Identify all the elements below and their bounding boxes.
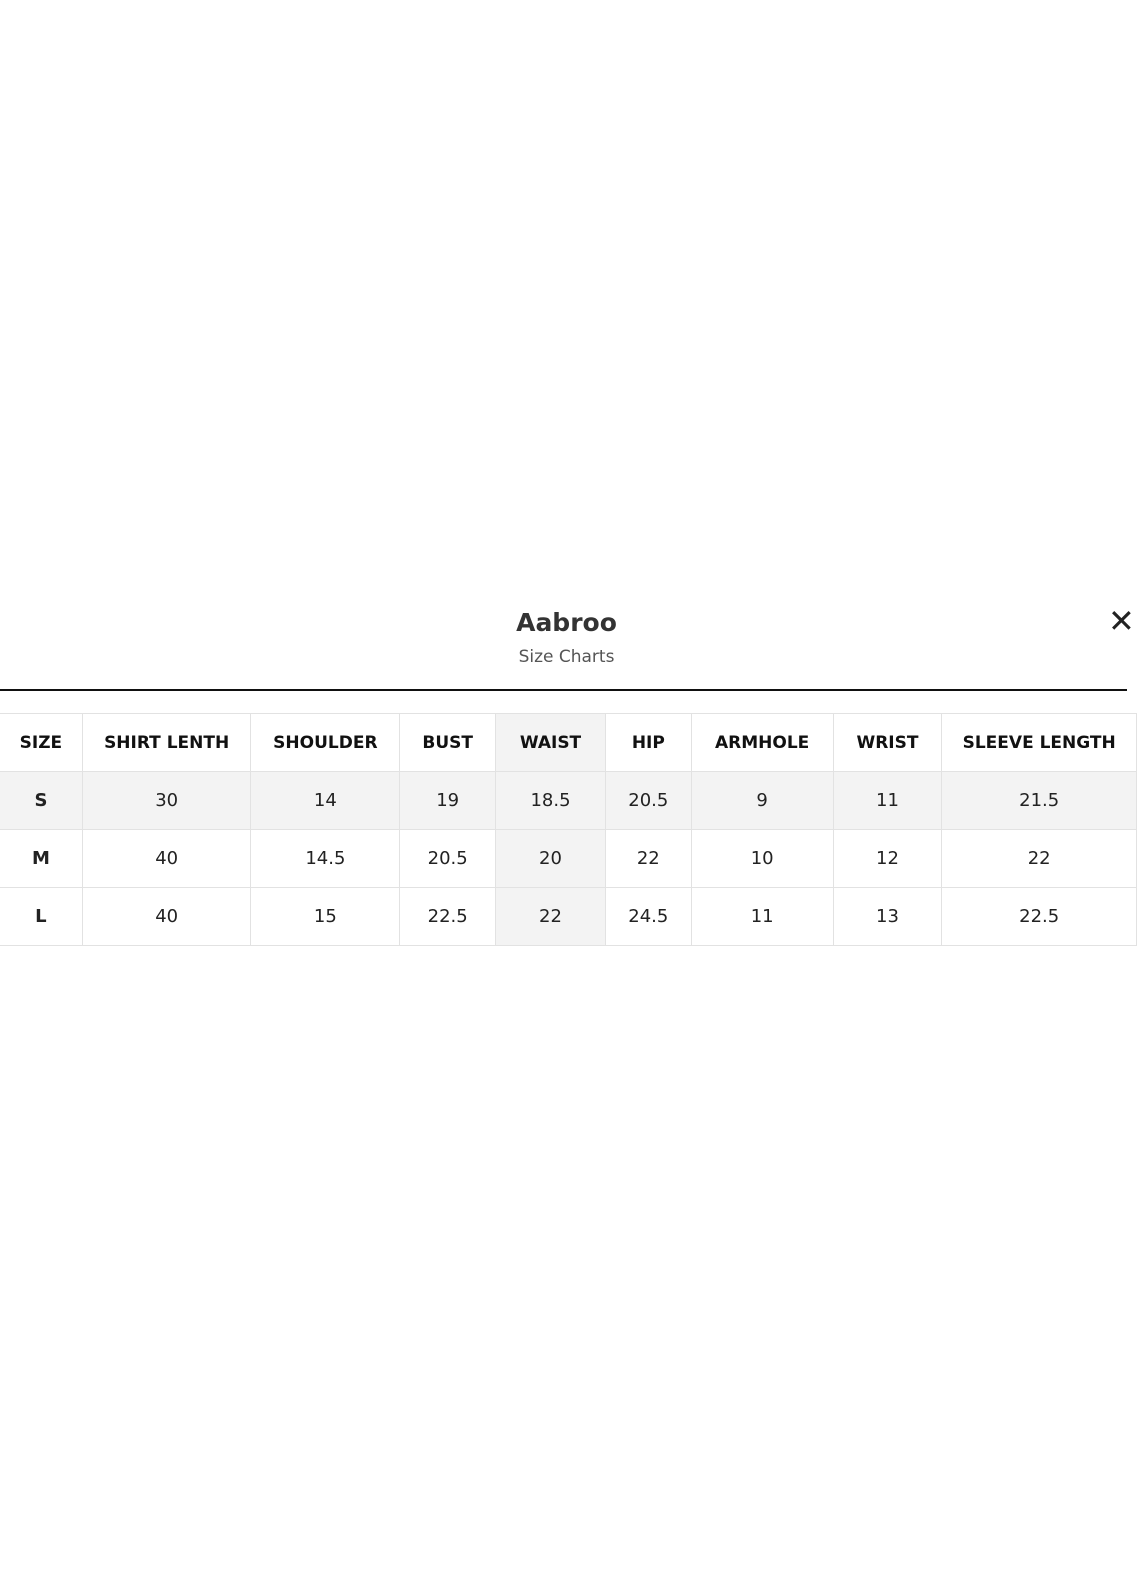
- column-header: ARMHOLE: [690, 713, 834, 772]
- table-cell: 21.5: [941, 771, 1137, 830]
- table-cell: 12: [832, 829, 943, 888]
- table-cell: 20.5: [604, 771, 692, 830]
- column-header: SHIRT LENTH: [81, 713, 252, 772]
- table-cell: 19: [399, 771, 497, 830]
- table-row: S 30 14 19 18.5 20.5 9 11 21.5: [0, 771, 1137, 830]
- table-cell: 10: [690, 829, 834, 888]
- table-cell: 20.5: [399, 829, 497, 888]
- size-chart-table: SIZE SHIRT LENTH SHOULDER BUST WAIST HIP ARMHO…: [0, 713, 1137, 946]
- column-header: WAIST: [495, 713, 606, 772]
- table-cell: 22: [495, 887, 606, 946]
- size-cell: M: [0, 829, 83, 888]
- table-cell: 20: [495, 829, 606, 888]
- modal-title: Aabroo: [516, 608, 617, 637]
- column-header: HIP: [604, 713, 692, 772]
- column-header: SLEEVE LENGTH: [941, 713, 1137, 772]
- column-header: SHOULDER: [250, 713, 401, 772]
- column-header: WRIST: [832, 713, 943, 772]
- table-cell: 24.5: [604, 887, 692, 946]
- modal-subtitle: Size Charts: [518, 647, 615, 667]
- close-icon[interactable]: ✕: [1108, 602, 1135, 640]
- size-cell: L: [0, 887, 83, 946]
- column-header: BUST: [399, 713, 497, 772]
- table-cell: 22.5: [399, 887, 497, 946]
- table-cell: 15: [250, 887, 401, 946]
- table-cell: 22: [941, 829, 1137, 888]
- divider: [0, 689, 1127, 691]
- table-cell: 22.5: [941, 887, 1137, 946]
- table-cell: 9: [690, 771, 834, 830]
- table-cell: 22: [604, 829, 692, 888]
- table-cell: 11: [832, 771, 943, 830]
- size-cell: S: [0, 771, 83, 830]
- table-cell: 14: [250, 771, 401, 830]
- table-cell: 11: [690, 887, 834, 946]
- table-row: L 40 15 22.5 22 24.5 11 13 22.5: [0, 887, 1137, 946]
- table-cell: 14.5: [250, 829, 401, 888]
- table-cell: 30: [81, 771, 252, 830]
- table-cell: 40: [81, 829, 252, 888]
- table-header-row: SIZE SHIRT LENTH SHOULDER BUST WAIST HIP ARMHO…: [0, 713, 1137, 772]
- table-cell: 40: [81, 887, 252, 946]
- table-row: M 40 14.5 20.5 20 22 10 12 22: [0, 829, 1137, 888]
- table-cell: 18.5: [495, 771, 606, 830]
- column-header: SIZE: [0, 713, 83, 772]
- table-cell: 13: [832, 887, 943, 946]
